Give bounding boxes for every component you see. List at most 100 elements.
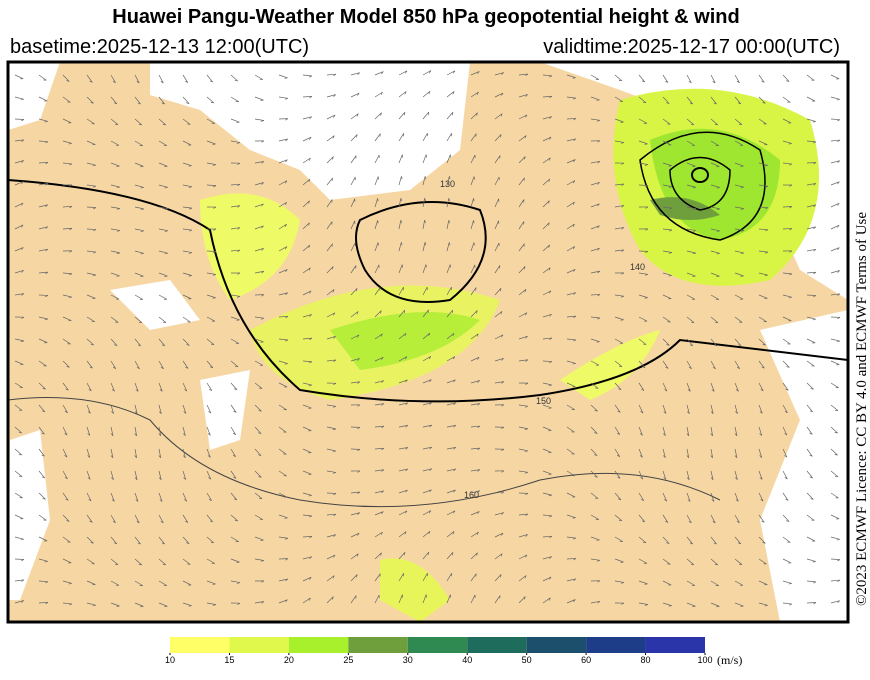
wind-arrow-head bbox=[309, 314, 312, 317]
wind-arrow bbox=[446, 198, 450, 208]
wind-arrow-head bbox=[639, 433, 643, 436]
wind-arrow-head bbox=[476, 91, 479, 95]
wind-arrow-head bbox=[380, 333, 383, 337]
wind-arrow-head bbox=[41, 454, 45, 457]
wind-arrow bbox=[350, 92, 360, 98]
wind-arrow bbox=[686, 272, 696, 277]
wind-arrow bbox=[422, 489, 432, 494]
wind-arrow bbox=[350, 134, 358, 142]
wind-arrow-head bbox=[549, 116, 552, 119]
wind-arrow bbox=[230, 249, 240, 252]
wind-arrow-head bbox=[549, 337, 553, 340]
wind-arrow-head bbox=[477, 425, 481, 429]
wind-arrow bbox=[14, 293, 24, 296]
wind-arrow-head bbox=[65, 498, 69, 501]
wind-arrow bbox=[398, 176, 402, 186]
wind-arrow bbox=[590, 96, 600, 101]
wind-arrow bbox=[134, 140, 143, 146]
wind-arrow-head bbox=[237, 272, 241, 275]
wind-arrow bbox=[62, 558, 72, 564]
wind-arrow-head bbox=[160, 366, 164, 370]
wind-arrow bbox=[134, 404, 138, 414]
wind-arrow-head bbox=[186, 542, 190, 544]
wind-arrow bbox=[542, 492, 552, 496]
wind-arrow-head bbox=[789, 206, 793, 209]
wind-arrow-head bbox=[209, 80, 213, 83]
wind-arrow bbox=[830, 404, 839, 411]
wind-arrow bbox=[614, 382, 622, 390]
wind-arrow bbox=[470, 531, 479, 538]
wind-arrow-head bbox=[809, 454, 813, 457]
wind-arrow-head bbox=[380, 91, 383, 95]
wind-arrow-head bbox=[501, 381, 505, 384]
wind-arrow-head bbox=[210, 541, 214, 544]
wind-arrow bbox=[734, 206, 744, 209]
wind-arrow bbox=[302, 360, 312, 363]
wind-arrow bbox=[62, 448, 68, 458]
wind-arrow-head bbox=[113, 542, 117, 545]
wind-arrow-head bbox=[738, 344, 742, 347]
wind-arrow-head bbox=[209, 388, 212, 391]
wind-arrow bbox=[710, 294, 720, 300]
wind-arrow-head bbox=[357, 470, 361, 473]
wind-arrow-head bbox=[759, 433, 762, 436]
wind-arrow bbox=[422, 198, 425, 208]
wind-arrow-head bbox=[357, 427, 361, 430]
wind-arrow-head bbox=[182, 455, 186, 458]
wind-arrow-head bbox=[160, 520, 164, 524]
wind-arrow bbox=[662, 536, 670, 544]
wind-arrow-head bbox=[644, 583, 648, 585]
wind-arrow bbox=[470, 287, 477, 296]
wind-arrow-head bbox=[473, 220, 475, 224]
wind-arrow bbox=[134, 602, 144, 607]
wind-arrow bbox=[830, 247, 840, 252]
wind-arrow bbox=[182, 360, 189, 369]
wind-arrow bbox=[278, 96, 288, 99]
wind-arrow-head bbox=[524, 471, 529, 474]
wind-arrow-head bbox=[116, 275, 120, 277]
wind-arrow-head bbox=[765, 207, 769, 210]
wind-arrow-head bbox=[834, 475, 838, 478]
wind-arrow-head bbox=[524, 312, 528, 316]
wind-arrow-head bbox=[138, 123, 142, 126]
wind-arrow-head bbox=[812, 561, 816, 563]
wind-arrow bbox=[614, 514, 623, 522]
wind-arrow-head bbox=[690, 123, 694, 126]
wind-arrow-head bbox=[477, 380, 480, 383]
wind-arrow bbox=[182, 470, 187, 480]
wind-arrow bbox=[542, 404, 552, 409]
wind-arrow bbox=[182, 580, 192, 586]
wind-arrow-head bbox=[740, 252, 744, 255]
wind-arrow-head bbox=[237, 249, 241, 253]
wind-arrow bbox=[182, 206, 192, 209]
wind-arrow-head bbox=[549, 290, 552, 294]
wind-arrow-head bbox=[788, 296, 792, 299]
wind-arrow-head bbox=[212, 164, 216, 166]
wind-arrow-head bbox=[234, 365, 238, 368]
wind-arrow bbox=[446, 356, 456, 362]
wind-arrow bbox=[374, 490, 384, 494]
wind-arrow bbox=[518, 289, 527, 296]
wind-arrow bbox=[350, 72, 360, 76]
wind-arrow-head bbox=[714, 563, 718, 566]
wind-arrow-head bbox=[477, 71, 480, 75]
wind-arrow bbox=[422, 220, 425, 230]
wind-arrow bbox=[518, 575, 527, 582]
wind-arrow bbox=[638, 602, 648, 605]
wind-arrow bbox=[254, 360, 264, 366]
wind-arrow-head bbox=[185, 520, 189, 523]
wind-arrow-head bbox=[738, 123, 743, 126]
wind-arrow-head bbox=[597, 580, 601, 583]
wind-arrow bbox=[638, 580, 648, 585]
wind-arrow bbox=[110, 404, 114, 414]
wind-arrow-head bbox=[140, 208, 144, 211]
wind-arrow-head bbox=[333, 94, 336, 97]
wind-arrow-head bbox=[232, 454, 236, 458]
wind-arrow bbox=[518, 266, 526, 274]
wind-arrow bbox=[662, 184, 672, 187]
wind-arrow bbox=[806, 338, 816, 344]
wind-arrow-head bbox=[663, 477, 667, 480]
wind-arrow-head bbox=[18, 431, 22, 434]
wind-arrow bbox=[302, 96, 313, 98]
wind-arrow-head bbox=[159, 389, 163, 392]
